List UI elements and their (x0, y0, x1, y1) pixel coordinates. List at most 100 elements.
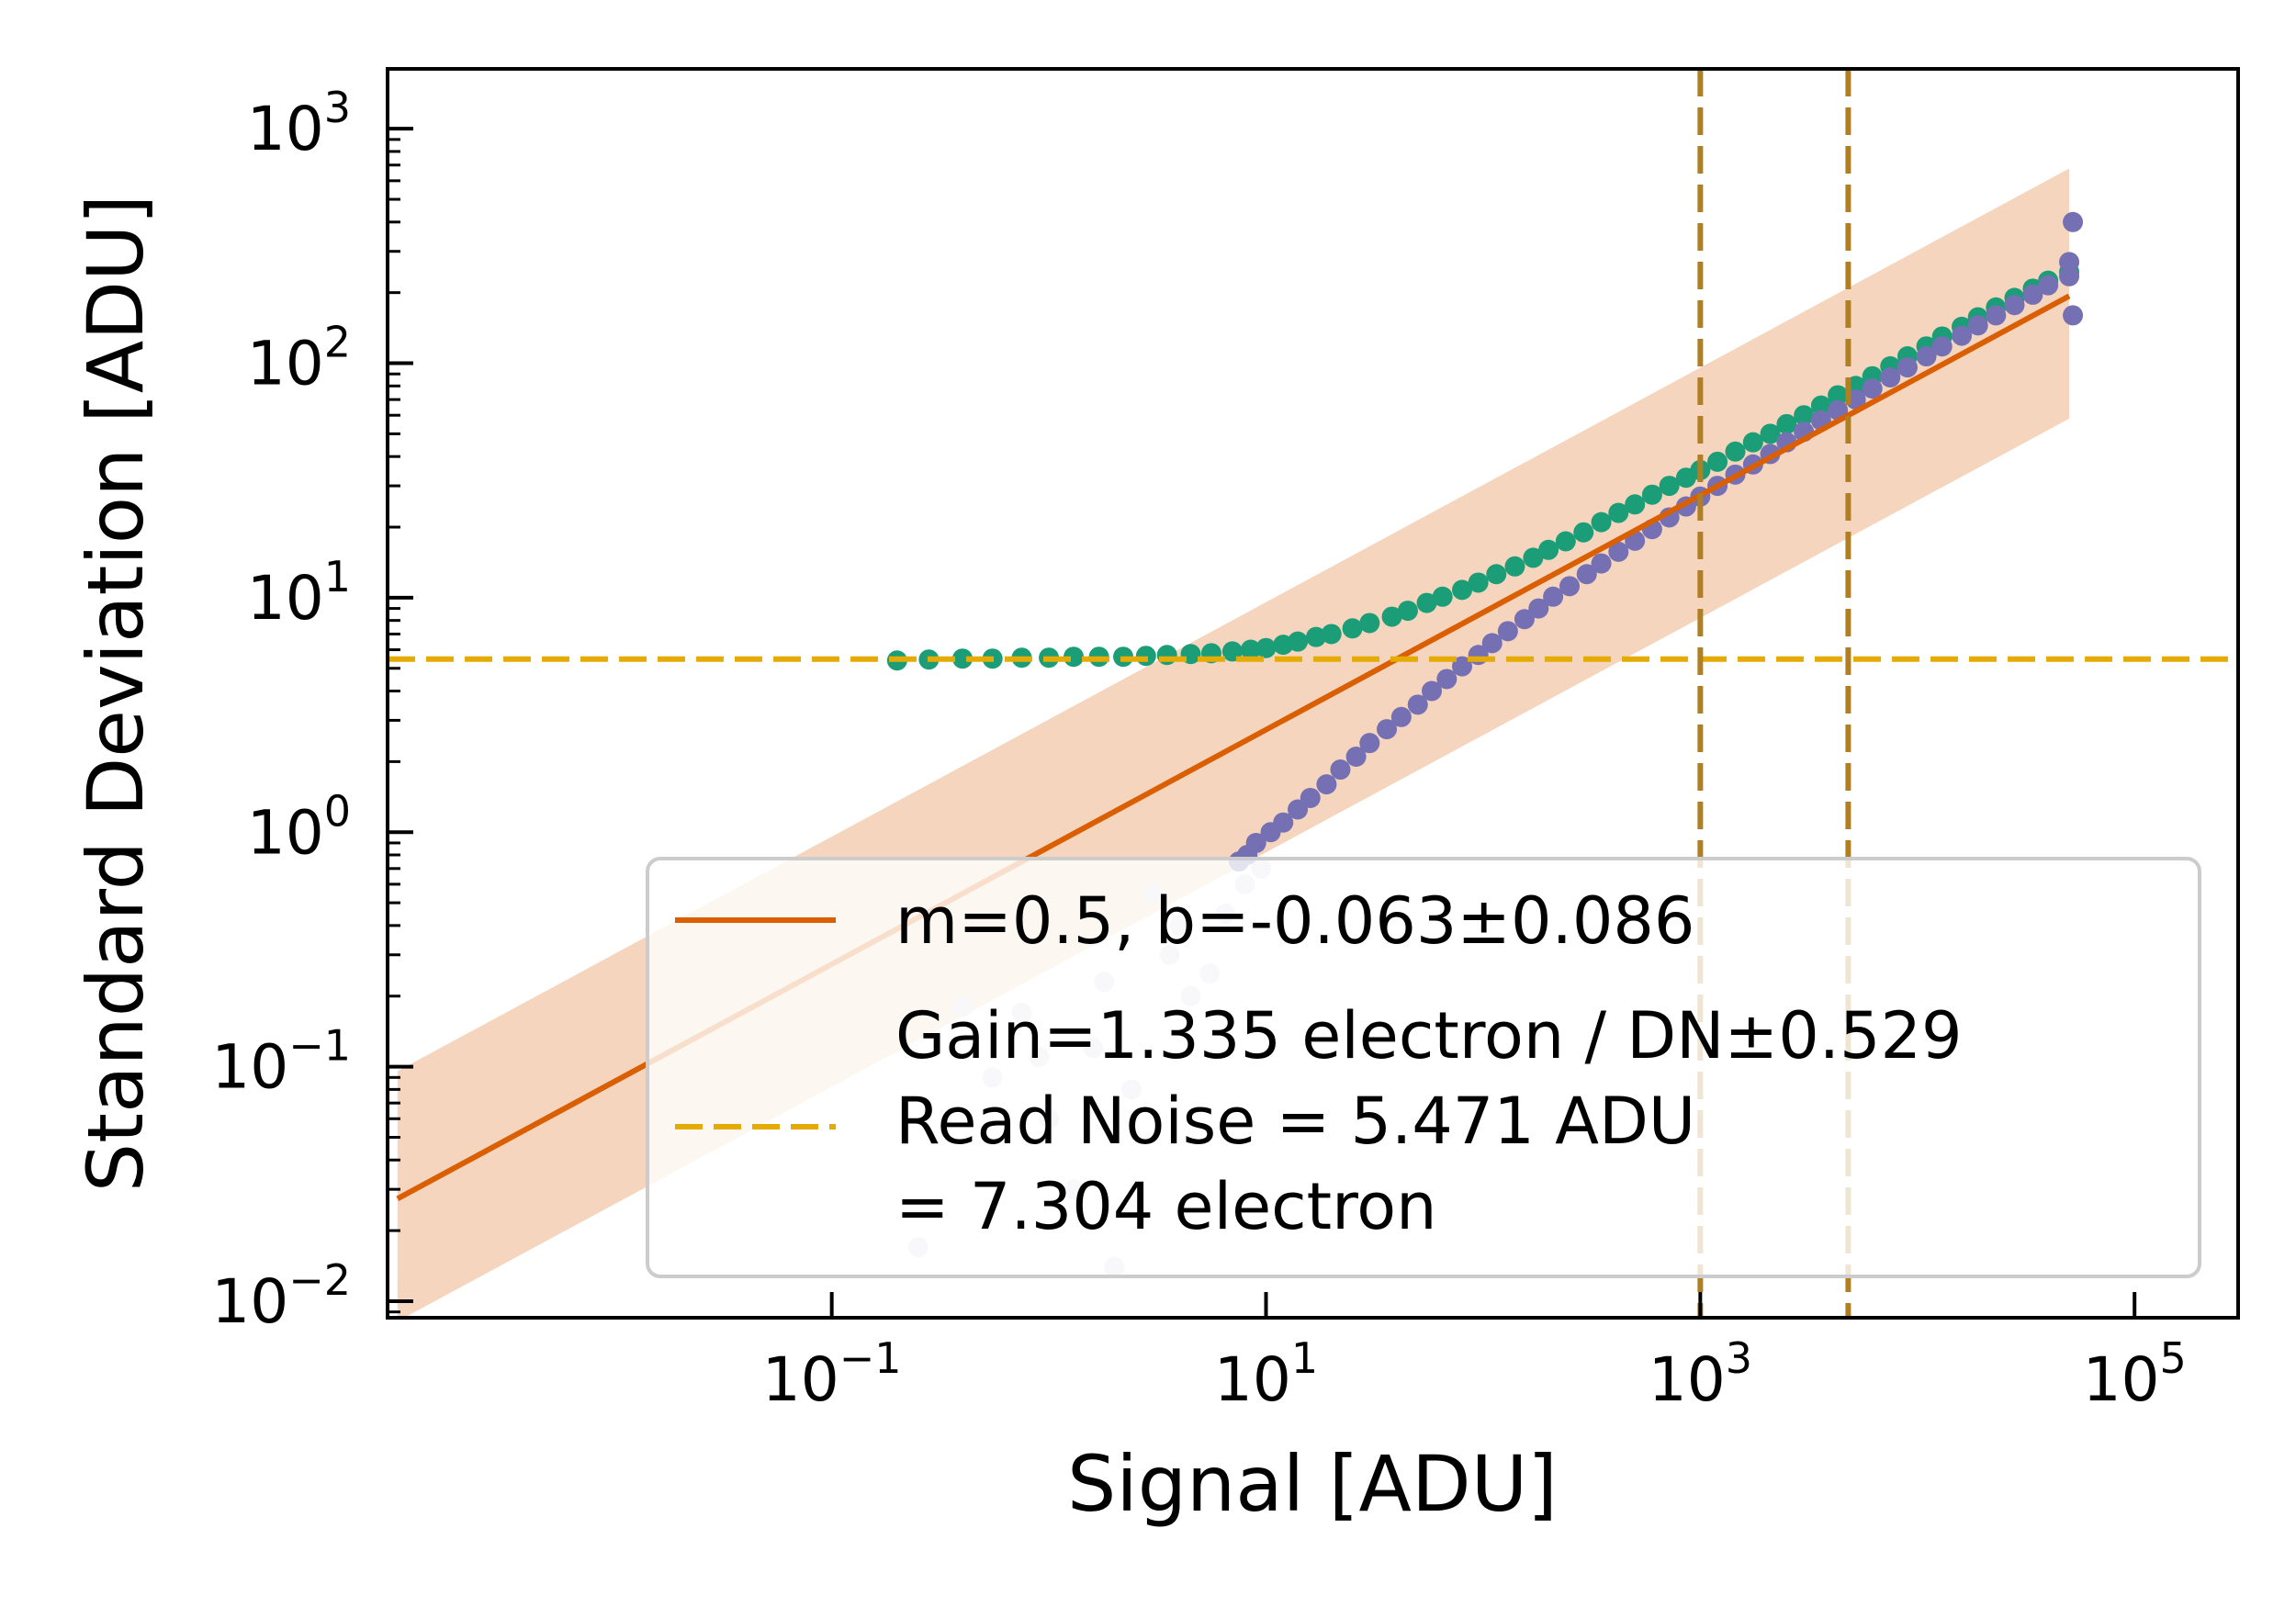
scatter-point-shot-noise (1407, 694, 1428, 715)
scatter-point-shot-noise (1273, 812, 1294, 833)
legend-fit-label: m=0.5, b=-0.063±0.086 (895, 883, 1694, 959)
scatter-point-total-noise (1342, 618, 1363, 639)
axis-ticks (388, 127, 2137, 1318)
scatter-point-total-noise (1321, 624, 1342, 645)
scatter-point-shot-noise (1576, 564, 1597, 585)
y-tick-base: 10 (247, 797, 324, 868)
x-tick-base: 10 (1649, 1344, 1726, 1415)
scatter-point-shot-noise (1330, 759, 1351, 781)
x-tick-exponent: 5 (2160, 1333, 2187, 1383)
scatter-point-total-noise (1135, 646, 1156, 667)
scatter-point-total-noise (1608, 502, 1629, 523)
scatter-point-total-noise (1255, 637, 1277, 658)
y-tick-label: 100 (247, 786, 351, 868)
scatter-point-total-noise (1725, 441, 1746, 462)
scatter-point-shot-noise (2059, 265, 2080, 287)
scatter-point-shot-noise (1967, 315, 1988, 336)
y-axis-title: Standard Deviation [ADU] (71, 195, 161, 1193)
x-tick-label: 103 (1649, 1333, 1752, 1415)
y-tick-label: 101 (247, 552, 351, 634)
legend: m=0.5, b=-0.063±0.086 Gain=1.335 electro… (646, 857, 2201, 1278)
scatter-point-shot-noise (1952, 325, 1973, 346)
scatter-point-total-noise (952, 648, 974, 669)
scatter-point-total-noise (1555, 531, 1576, 552)
y-tick-label: 10−1 (211, 1021, 351, 1103)
scatter-point-total-noise (1452, 579, 1473, 601)
scatter-point-shot-noise (1300, 787, 1321, 808)
y-tick-base: 10 (247, 94, 324, 164)
scatter-point-total-noise (1828, 385, 1849, 406)
legend-read-noise-label: Read Noise = 5.471 ADU (895, 1084, 1695, 1159)
scatter-point-total-noise (1305, 626, 1326, 647)
scatter-point-total-noise (1794, 405, 1815, 426)
scatter-point-shot-noise (1481, 633, 1503, 654)
y-tick-base: 10 (211, 1266, 288, 1337)
scatter-point-shot-noise (2022, 284, 2043, 305)
scatter-point-total-noise (1432, 586, 1453, 607)
scatter-point-shot-noise (1377, 719, 1398, 740)
y-tick-label: 103 (247, 83, 351, 164)
y-tick-exponent: 1 (324, 552, 351, 601)
x-tick-base: 10 (2083, 1344, 2160, 1415)
scatter-point-shot-noise (1880, 366, 1901, 388)
y-tick-exponent: 2 (324, 318, 351, 367)
scatter-point-total-noise (1523, 547, 1544, 568)
scatter-point-shot-noise (1559, 576, 1581, 597)
scatter-point-total-noise (1707, 451, 1728, 472)
y-tick-label: 102 (247, 318, 351, 399)
legend-read-noise-electron-label: = 7.304 electron (895, 1169, 1437, 1244)
x-tick-exponent: 3 (1726, 1333, 1752, 1383)
y-tick-base: 10 (247, 329, 324, 399)
y-tick-exponent: −2 (288, 1255, 351, 1305)
scatter-point-shot-noise (1862, 378, 1883, 399)
scatter-point-total-noise (1397, 601, 1418, 622)
scatter-point-total-noise (1810, 395, 1831, 416)
scatter-point-shot-noise (1986, 305, 2007, 326)
x-tick-exponent: −1 (839, 1333, 902, 1383)
axes-frame (386, 67, 2240, 1320)
scatter-point-shot-noise (1514, 609, 1535, 630)
scatter-point-total-noise (1659, 476, 1680, 497)
scatter-point-total-noise (1468, 572, 1489, 593)
x-tick-label: 10−1 (762, 1333, 902, 1415)
y-tick-base: 10 (247, 563, 324, 634)
scatter-point-total-noise (1359, 612, 1380, 634)
scatter-point-total-noise (1742, 432, 1763, 453)
scatter-point-total-noise (1288, 631, 1309, 652)
scatter-point-shot-noise (1916, 346, 1937, 367)
scatter-point-shot-noise (1896, 357, 1918, 378)
scatter-point-total-noise (1156, 645, 1177, 666)
y-tick-base: 10 (211, 1032, 288, 1103)
scatter-point-shot-noise (1497, 621, 1518, 642)
x-tick-base: 10 (762, 1344, 839, 1415)
scatter-point-total-noise (1641, 484, 1662, 505)
scatter-point-total-noise (1240, 639, 1261, 660)
scatter-point-total-noise (1486, 564, 1507, 585)
scatter-point-shot-noise (1316, 774, 1337, 795)
scatter-point-shot-noise (1528, 598, 1549, 619)
y-tick-exponent: 3 (324, 83, 351, 132)
scatter-point-shot-noise (2063, 305, 2084, 326)
x-tick-base: 10 (1214, 1344, 1291, 1415)
scatter-point-shot-noise (1436, 669, 1458, 690)
scatter-point-total-noise (1504, 556, 1525, 577)
scatter-point-shot-noise (2004, 295, 2025, 316)
scatter-point-shot-noise (1452, 656, 1473, 677)
scatter-point-total-noise (1573, 522, 1594, 543)
scatter-point-shot-noise (1608, 541, 1629, 562)
scatter-point-shot-noise (1931, 336, 1953, 357)
scatter-point-total-noise (1591, 511, 1612, 533)
y-tick-exponent: 0 (324, 786, 351, 836)
scatter-point-shot-noise (2063, 211, 2084, 232)
scatter-point-shot-noise (1421, 680, 1442, 702)
scatter-point-shot-noise (2038, 275, 2059, 296)
y-tick-label: 10−2 (211, 1255, 351, 1337)
x-tick-label: 101 (1214, 1333, 1318, 1415)
scatter-point-shot-noise (1390, 706, 1412, 727)
scatter-point-total-noise (1776, 413, 1797, 434)
x-axis-title: Signal [ADU] (1067, 1439, 1558, 1529)
scatter-point-shot-noise (1345, 746, 1367, 767)
scatter-point-shot-noise (1591, 553, 1612, 574)
